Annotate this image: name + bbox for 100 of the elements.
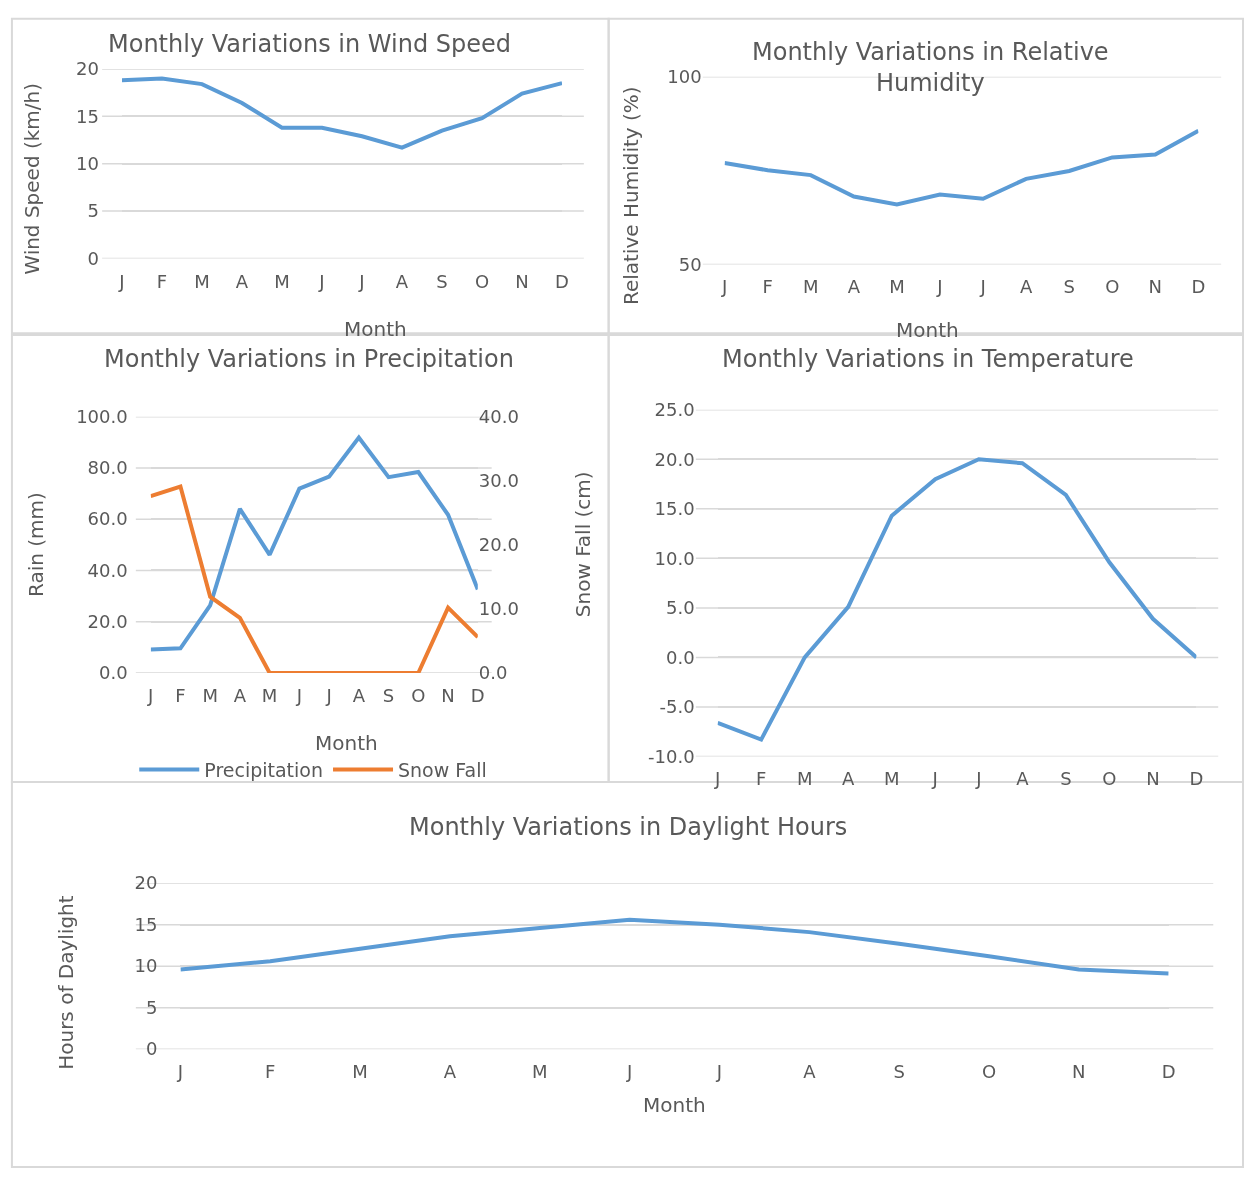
y-tick-label: -5.0 bbox=[659, 696, 695, 718]
x-tick-label: M bbox=[202, 684, 218, 706]
x-tick-label: J bbox=[714, 768, 721, 790]
x-tick-label: J bbox=[325, 684, 332, 706]
y2-tick-label: 30.0 bbox=[478, 470, 519, 492]
x-tick-label: A bbox=[352, 684, 366, 706]
x-tick-label: N bbox=[441, 684, 455, 706]
line-series bbox=[717, 457, 1197, 742]
y2-tick-label: 40.0 bbox=[478, 405, 519, 427]
y-tick-label: 5 bbox=[145, 996, 158, 1018]
line-series bbox=[121, 76, 563, 150]
x-tick-label: A bbox=[803, 1061, 817, 1083]
y-tick-label: 80.0 bbox=[87, 457, 128, 479]
x-tick-label: D bbox=[555, 270, 569, 292]
y2-tick-label: 20.0 bbox=[478, 534, 519, 556]
x-tick-label: S bbox=[1063, 276, 1075, 298]
x-tick-label: A bbox=[235, 270, 249, 292]
x-tick-label: M bbox=[261, 684, 278, 706]
x-tick-label: F bbox=[756, 768, 767, 790]
y-tick-label: 10.0 bbox=[654, 547, 695, 569]
legend-label: Snow Fall bbox=[398, 758, 487, 781]
x-tick-label: S bbox=[893, 1061, 905, 1083]
x-tick-label: S bbox=[436, 270, 448, 292]
x-tick-label: D bbox=[470, 684, 485, 706]
x-tick-label: N bbox=[1146, 768, 1160, 790]
x-tick-label: J bbox=[936, 276, 943, 298]
x-tick-label: F bbox=[762, 276, 773, 298]
line-series bbox=[150, 484, 478, 673]
y-tick-label: 60.0 bbox=[87, 508, 128, 530]
x-tick-label: F bbox=[156, 270, 168, 292]
x-tick-label: O bbox=[474, 270, 490, 292]
y-tick-label: 25.0 bbox=[654, 399, 695, 421]
y-tick-label: -10.0 bbox=[648, 745, 695, 767]
x-tick-label: A bbox=[842, 768, 856, 790]
x-tick-label: J bbox=[979, 276, 986, 298]
y-tick-label: 15 bbox=[134, 913, 158, 935]
x-tick-label: M bbox=[883, 768, 900, 790]
x-tick-label: J bbox=[318, 270, 325, 292]
x-tick-label: A bbox=[1016, 768, 1030, 790]
legend-label: Precipitation bbox=[204, 758, 324, 781]
x-tick-label: J bbox=[720, 276, 728, 298]
y-tick-label: 15.0 bbox=[654, 498, 695, 520]
y-tick-label: 20.0 bbox=[87, 611, 128, 632]
x-tick-label: N bbox=[515, 270, 529, 292]
x-tick-label: O bbox=[981, 1061, 997, 1083]
x-tick-label: J bbox=[358, 270, 365, 292]
x-tick-label: S bbox=[1060, 768, 1072, 790]
x-tick-label: M bbox=[532, 1061, 548, 1083]
x-axis-title: Month bbox=[643, 1093, 706, 1117]
x-tick-label: J bbox=[176, 1061, 184, 1083]
x-tick-label: O bbox=[1105, 276, 1120, 298]
y-tick-label: 100 bbox=[667, 66, 702, 88]
chart-title: Monthly Variations in Wind Speed bbox=[108, 30, 512, 58]
x-tick-label: M bbox=[352, 1061, 368, 1083]
y2-axis-title: Snow Fall (cm) bbox=[570, 471, 595, 618]
x-tick-label: S bbox=[382, 684, 395, 706]
x-tick-label: J bbox=[625, 1061, 633, 1083]
y-tick-label: 5 bbox=[87, 200, 99, 222]
y-tick-label: 50 bbox=[678, 253, 702, 275]
x-tick-label: J bbox=[147, 684, 154, 706]
x-tick-label: J bbox=[118, 270, 125, 292]
x-tick-label: D bbox=[1189, 768, 1204, 790]
x-tick-label: A bbox=[1019, 276, 1033, 298]
x-tick-label: M bbox=[796, 768, 813, 790]
chart-title: Monthly Variations in Precipitation bbox=[104, 345, 514, 373]
y-axis-title: Wind Speed (km/h) bbox=[19, 82, 44, 275]
x-tick-label: N bbox=[1072, 1061, 1086, 1083]
x-tick-label: O bbox=[411, 684, 426, 706]
y-tick-label: 10 bbox=[134, 955, 158, 977]
y-tick-label: 0 bbox=[87, 247, 99, 269]
y-tick-label: 0.0 bbox=[666, 646, 695, 668]
x-tick-label: J bbox=[975, 768, 982, 790]
y-tick-label: 15 bbox=[76, 105, 99, 127]
x-tick-label: D bbox=[1161, 1061, 1176, 1083]
y-axis-title: Rain (mm) bbox=[24, 492, 49, 598]
y-tick-label: 100.0 bbox=[76, 405, 128, 427]
x-tick-label: M bbox=[194, 270, 210, 292]
x-tick-label: A bbox=[233, 684, 247, 706]
x-tick-label: A bbox=[847, 276, 861, 298]
x-tick-label: J bbox=[931, 768, 938, 790]
chart-title: Monthly Variations in Relative Humidity bbox=[752, 38, 1109, 98]
y-tick-label: 5.0 bbox=[666, 597, 695, 619]
x-axis-title: Month bbox=[896, 318, 959, 342]
x-tick-label: M bbox=[802, 276, 819, 298]
line-series bbox=[180, 917, 1169, 976]
x-tick-label: M bbox=[889, 276, 905, 298]
x-tick-label: J bbox=[295, 684, 303, 706]
chart-title: Monthly Variations in Temperature bbox=[722, 345, 1134, 373]
y-tick-label: 0.0 bbox=[99, 662, 128, 684]
line-series bbox=[724, 128, 1199, 207]
y-tick-label: 40.0 bbox=[87, 559, 128, 581]
x-axis-title: Month bbox=[315, 731, 378, 755]
x-tick-label: A bbox=[443, 1061, 457, 1083]
y-tick-label: 20 bbox=[134, 872, 158, 894]
y-axis-title: Relative Humidity (%) bbox=[618, 86, 643, 306]
y-tick-label: 0 bbox=[145, 1038, 158, 1060]
x-axis-title: Month bbox=[344, 317, 407, 341]
x-tick-label: J bbox=[715, 1061, 723, 1083]
y-axis-title: Hours of Daylight bbox=[54, 895, 79, 1070]
y-tick-label: 20 bbox=[76, 58, 99, 80]
